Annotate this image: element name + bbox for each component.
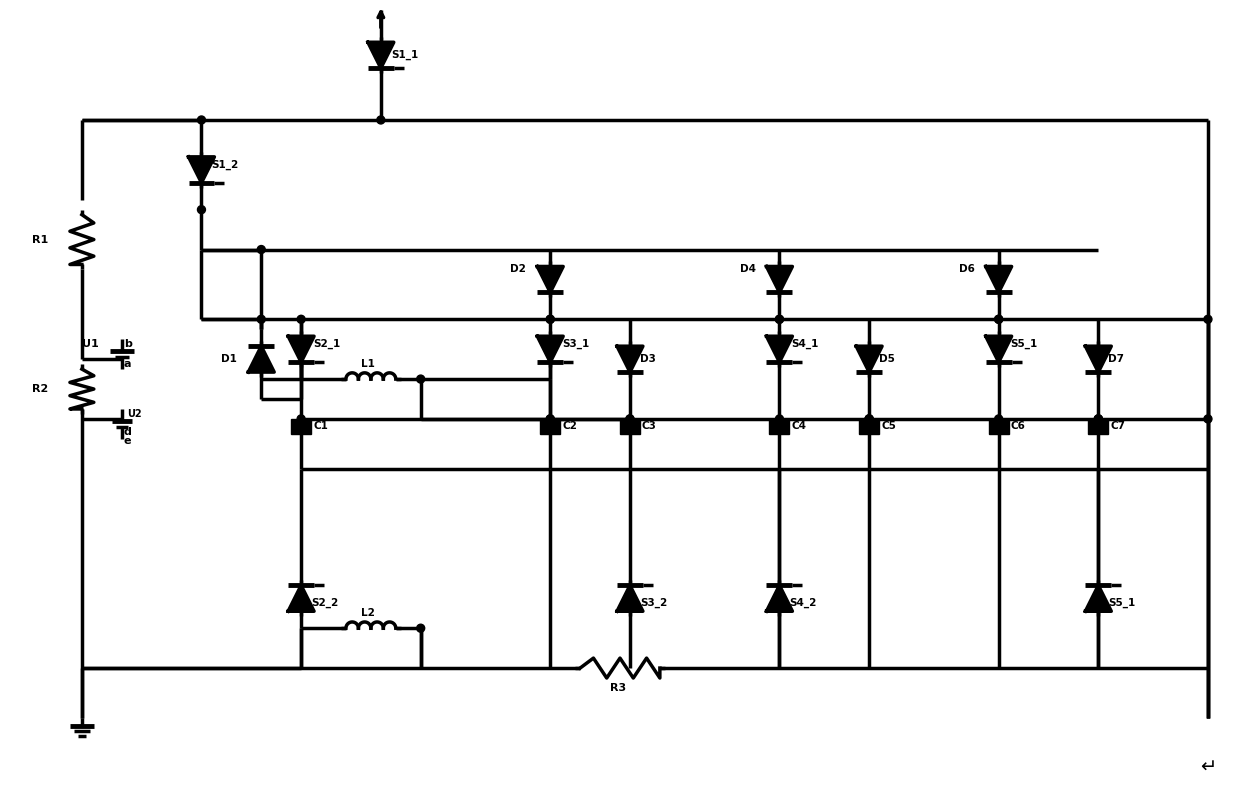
Circle shape	[197, 116, 206, 124]
Text: L2: L2	[361, 608, 374, 618]
Polygon shape	[986, 266, 1012, 292]
Circle shape	[866, 415, 873, 423]
Text: D4: D4	[739, 264, 755, 274]
Polygon shape	[1085, 586, 1111, 611]
Circle shape	[377, 116, 384, 124]
Circle shape	[626, 415, 634, 423]
Bar	[541, 419, 560, 434]
Bar	[1089, 419, 1109, 434]
Text: D5: D5	[879, 354, 895, 364]
Text: b: b	[124, 340, 131, 349]
Polygon shape	[766, 336, 792, 362]
Circle shape	[994, 415, 1003, 423]
Text: S2_2: S2_2	[311, 598, 339, 608]
Circle shape	[547, 415, 554, 423]
Circle shape	[298, 316, 305, 324]
Polygon shape	[288, 586, 314, 611]
Text: S1_1: S1_1	[391, 50, 418, 61]
Circle shape	[866, 415, 873, 423]
Text: R1: R1	[32, 235, 48, 244]
Circle shape	[547, 316, 554, 324]
Text: D6: D6	[959, 264, 975, 274]
Circle shape	[626, 415, 634, 423]
Text: D3: D3	[640, 354, 656, 364]
Text: a: a	[124, 359, 131, 369]
Circle shape	[417, 375, 424, 383]
Polygon shape	[537, 266, 563, 292]
Bar	[988, 419, 1008, 434]
Bar	[291, 419, 311, 434]
Polygon shape	[368, 42, 394, 68]
Text: C6: C6	[1011, 421, 1025, 431]
Text: S2_1: S2_1	[312, 339, 340, 349]
Text: d: d	[124, 427, 131, 437]
Text: L1: L1	[361, 359, 374, 369]
Polygon shape	[537, 336, 563, 362]
Text: D1: D1	[222, 354, 237, 364]
Circle shape	[866, 415, 873, 423]
Circle shape	[197, 205, 206, 213]
Text: C4: C4	[791, 421, 806, 431]
Text: e: e	[124, 436, 131, 446]
Polygon shape	[1085, 346, 1111, 372]
Polygon shape	[766, 586, 792, 611]
Bar	[859, 419, 879, 434]
Bar	[770, 419, 790, 434]
Circle shape	[1204, 415, 1211, 423]
Text: S5_1: S5_1	[1011, 339, 1038, 349]
Circle shape	[298, 415, 305, 423]
Polygon shape	[618, 586, 642, 611]
Circle shape	[1204, 316, 1211, 324]
Circle shape	[775, 316, 784, 324]
Text: C7: C7	[1110, 421, 1125, 431]
Polygon shape	[188, 157, 215, 183]
Text: S3_2: S3_2	[640, 598, 667, 608]
Text: C3: C3	[642, 421, 657, 431]
Text: D7: D7	[1109, 354, 1125, 364]
Text: D2: D2	[511, 264, 526, 274]
Text: S4_1: S4_1	[791, 339, 818, 349]
Polygon shape	[248, 346, 274, 372]
Circle shape	[994, 316, 1003, 324]
Text: S5_1: S5_1	[1109, 598, 1136, 608]
Text: C5: C5	[882, 421, 897, 431]
Circle shape	[1095, 415, 1102, 423]
Circle shape	[1095, 415, 1102, 423]
Polygon shape	[288, 336, 314, 362]
Text: S3_1: S3_1	[562, 339, 589, 349]
Circle shape	[1095, 415, 1102, 423]
Circle shape	[547, 415, 554, 423]
Text: R3: R3	[610, 683, 626, 693]
Text: C2: C2	[562, 421, 577, 431]
Circle shape	[775, 316, 784, 324]
Circle shape	[417, 624, 424, 632]
Text: S1_2: S1_2	[212, 160, 238, 170]
Polygon shape	[618, 346, 642, 372]
Text: U2: U2	[126, 409, 141, 419]
Text: S4_2: S4_2	[790, 598, 817, 608]
Circle shape	[257, 245, 265, 253]
Circle shape	[775, 415, 784, 423]
Text: U1: U1	[82, 340, 99, 349]
Polygon shape	[856, 346, 882, 372]
Circle shape	[547, 316, 554, 324]
Polygon shape	[986, 336, 1012, 362]
Text: R2: R2	[32, 384, 48, 394]
Polygon shape	[766, 266, 792, 292]
Bar	[620, 419, 640, 434]
Circle shape	[257, 316, 265, 324]
Circle shape	[994, 316, 1003, 324]
Text: ↵: ↵	[1200, 758, 1216, 777]
Text: C1: C1	[312, 421, 327, 431]
